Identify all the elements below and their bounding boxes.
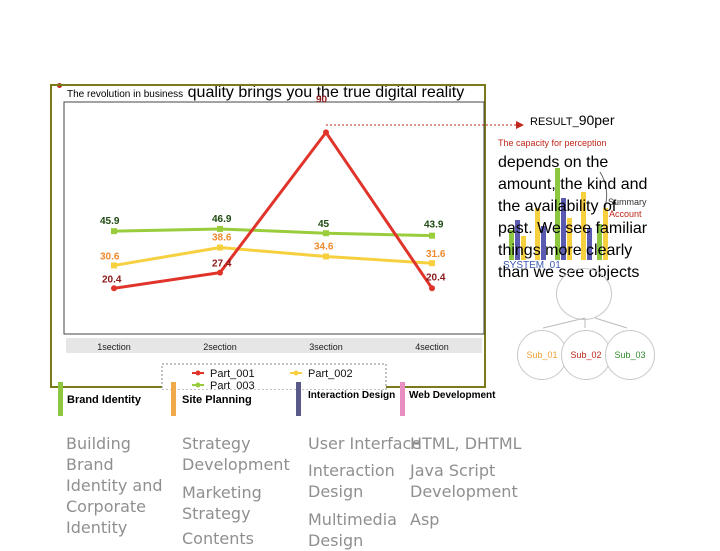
system-label: SYSTEM_01 <box>503 260 561 271</box>
data-label: 27.4 <box>212 259 232 270</box>
data-label: 46.9 <box>212 214 232 225</box>
mini-bar-graphic <box>509 168 608 260</box>
x-tick-label: 3section <box>309 342 343 352</box>
legend-label: Part_001 <box>210 368 255 380</box>
chart-frame: 1section 2section 3section 4section 45.9 46.9… <box>50 84 486 390</box>
category-band <box>66 338 482 353</box>
data-point <box>323 230 329 237</box>
line-chart: 1section 2section 3section 4section 45.9 46.9… <box>63 94 485 390</box>
data-point <box>111 262 117 269</box>
tree-root-circle <box>556 268 612 320</box>
result-value: 90per <box>578 112 615 128</box>
web-development-item-2: Java Script Development <box>410 461 518 501</box>
capacity-text: The capacity for perception <box>498 138 607 148</box>
legend-marker <box>195 370 201 376</box>
legend-label: Part_002 <box>308 368 353 380</box>
data-point <box>429 232 435 239</box>
x-tick-label: 1section <box>97 342 131 352</box>
data-label: 34.6 <box>314 241 334 252</box>
data-label: 20.4 <box>102 274 122 285</box>
web-development-item-3: Asp <box>410 510 440 529</box>
data-label: 45 <box>318 219 330 230</box>
web-development-bar <box>400 382 405 416</box>
data-label: 30.6 <box>100 251 120 262</box>
data-point <box>323 253 329 260</box>
legend-label: Part_003 <box>210 380 255 390</box>
site-planning-item-3: Contents <box>182 529 254 548</box>
data-point <box>217 225 223 232</box>
sub-label-2: Sub_02 <box>570 350 602 360</box>
data-point <box>429 260 435 267</box>
summary-label: Summary <box>608 197 647 207</box>
sub-circle-1: Sub_01 <box>517 330 567 380</box>
brand-identity-bar <box>58 382 63 416</box>
sub-circle-3: Sub_03 <box>605 330 655 380</box>
data-point <box>429 285 435 292</box>
site-planning-bar <box>171 382 176 416</box>
site-planning-item-1: Strategy Development <box>182 434 290 474</box>
site-planning-title: Site Planning <box>182 394 252 406</box>
data-point <box>217 244 223 251</box>
brand-identity-title: Brand Identity <box>67 394 141 406</box>
headline-big: quality brings you the true digital real… <box>187 84 465 101</box>
interaction-design-item-1: User Interface <box>308 434 422 453</box>
plot-area <box>63 101 485 335</box>
brand-identity-item-1: Building Brand Identity and Corporate Id… <box>66 434 163 537</box>
data-point <box>111 228 117 235</box>
x-tick-label: 4section <box>415 342 449 352</box>
data-label: 90 <box>316 94 328 105</box>
data-label: 31.6 <box>426 249 446 260</box>
data-point <box>217 269 223 276</box>
legend-marker <box>293 370 299 376</box>
web-development-title: Web Development <box>409 390 496 401</box>
interaction-design-bar <box>296 382 301 416</box>
legend-marker <box>195 382 201 388</box>
data-label: 20.4 <box>426 272 446 283</box>
interaction-design-item-3: Multimedia Design <box>308 510 397 550</box>
headline-small: The revolution in business <box>67 89 184 100</box>
sub-circle-2: Sub_02 <box>561 330 611 380</box>
data-label: 43.9 <box>424 220 444 231</box>
body-text: depends on the amount, the kind and the … <box>498 154 648 281</box>
data-label: 38.6 <box>212 233 232 244</box>
data-point <box>323 129 329 136</box>
series-line-Part_001 <box>113 129 434 290</box>
interaction-design-item-2: Interaction Design <box>308 461 395 501</box>
result-label: RESULT_90per <box>530 112 615 128</box>
series-line-Part_002 <box>113 246 433 267</box>
interaction-design-title: Interaction Design <box>308 390 396 401</box>
data-label: 45.9 <box>100 216 120 227</box>
account-label: Account <box>609 209 642 219</box>
sub-label-1: Sub_01 <box>526 350 558 360</box>
series-line-Part_003 <box>113 227 433 238</box>
result-pointer <box>326 121 524 129</box>
x-tick-label: 2section <box>203 342 237 352</box>
site-planning-item-2: Marketing Strategy <box>182 483 262 523</box>
data-point <box>111 285 117 292</box>
web-development-item-1: HTML, DHTML <box>410 434 522 453</box>
sub-label-3: Sub_03 <box>614 350 646 360</box>
headline: The revolution in business quality bring… <box>67 84 464 102</box>
